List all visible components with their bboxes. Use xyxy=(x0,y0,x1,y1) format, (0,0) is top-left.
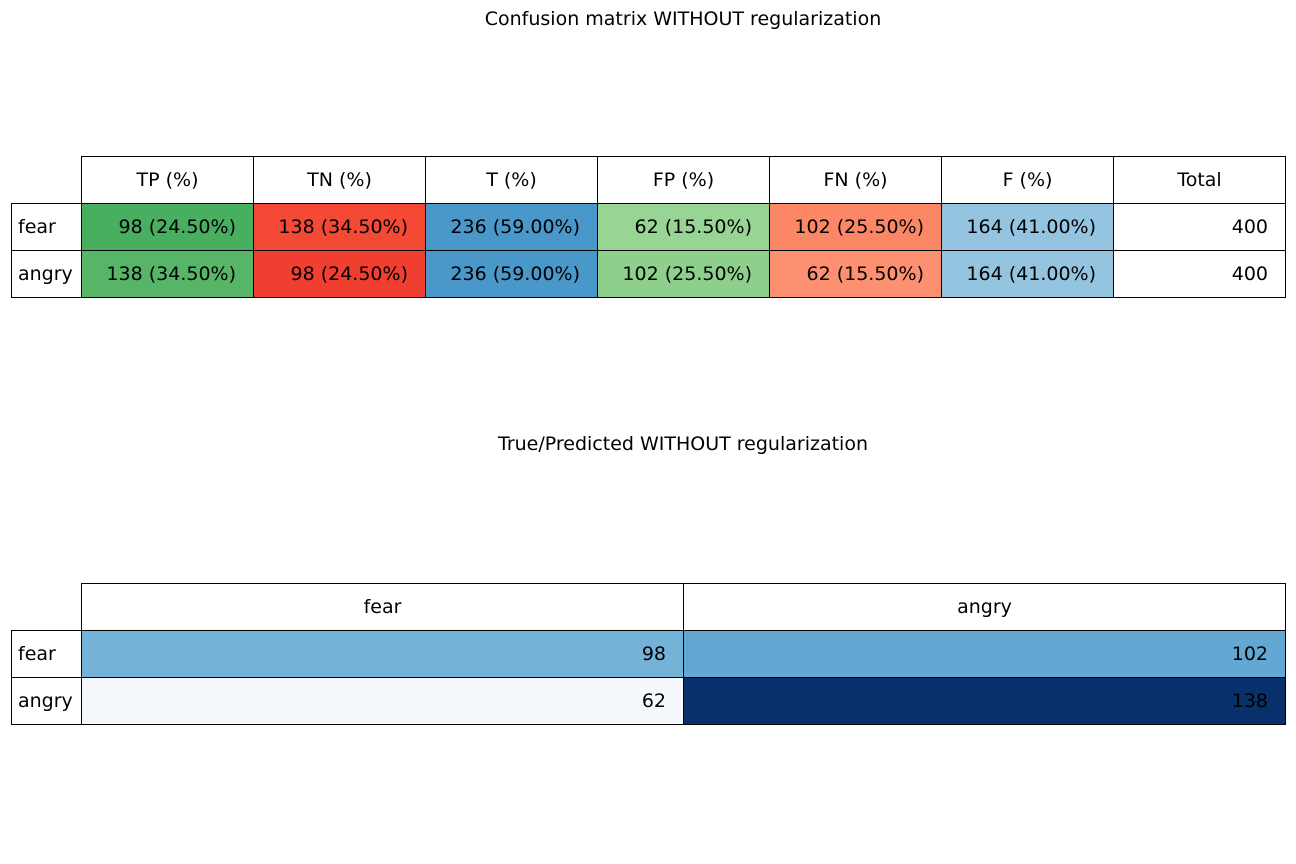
cm-cell-fear-total: 400 xyxy=(1113,203,1286,251)
tp-row-fear: fear 98 102 xyxy=(11,630,1286,678)
cm-cell-fear-fn: 102 (25.50%) xyxy=(769,203,942,251)
cm-col-header-t: T (%) xyxy=(425,156,598,204)
true-predicted-table: fear angry fear 98 102 angry 62 138 xyxy=(11,583,1286,725)
cm-cell-angry-tn: 98 (24.50%) xyxy=(253,250,426,298)
cm-cell-angry-fp: 102 (25.50%) xyxy=(597,250,770,298)
cm-row-fear: fear 98 (24.50%) 138 (34.50%) 236 (59.00%) 6… xyxy=(11,203,1286,251)
tp-col-header-fear: fear xyxy=(81,583,684,631)
tp-cell-angry-fear: 62 xyxy=(81,677,684,725)
cm-row-label-angry: angry xyxy=(11,250,82,298)
cm-col-header-fn: FN (%) xyxy=(769,156,942,204)
cm-header-row: TP (%) TN (%) T (%) FP (%) FN (%) F (%) Total xyxy=(12,156,1286,204)
cm-col-header-total: Total xyxy=(1113,156,1286,204)
cm-cell-angry-total: 400 xyxy=(1113,250,1286,298)
tp-col-header-angry: angry xyxy=(683,583,1286,631)
tp-cell-angry-angry: 138 xyxy=(683,677,1286,725)
confusion-matrix-table: TP (%) TN (%) T (%) FP (%) FN (%) F (%) Total f… xyxy=(11,156,1286,298)
tp-cell-fear-angry: 102 xyxy=(683,630,1286,678)
cm-cell-angry-t: 236 (59.00%) xyxy=(425,250,598,298)
tp-row-angry: angry 62 138 xyxy=(11,677,1286,725)
tp-row-label-angry: angry xyxy=(11,677,82,725)
cm-cell-angry-tp: 138 (34.50%) xyxy=(81,250,254,298)
cm-cell-fear-tn: 138 (34.50%) xyxy=(253,203,426,251)
tp-header-row: fear angry xyxy=(12,583,1286,631)
cm-cell-fear-tp: 98 (24.50%) xyxy=(81,203,254,251)
cm-col-header-tp: TP (%) xyxy=(81,156,254,204)
cm-cell-fear-t: 236 (59.00%) xyxy=(425,203,598,251)
tp-cell-fear-fear: 98 xyxy=(81,630,684,678)
tp-row-label-fear: fear xyxy=(11,630,82,678)
cm-corner xyxy=(12,157,82,204)
cm-cell-fear-f: 164 (41.00%) xyxy=(941,203,1114,251)
cm-row-label-fear: fear xyxy=(11,203,82,251)
confusion-matrix-title: Confusion matrix WITHOUT regularization xyxy=(484,8,882,30)
cm-row-angry: angry 138 (34.50%) 98 (24.50%) 236 (59.00%)… xyxy=(11,250,1286,298)
cm-col-header-tn: TN (%) xyxy=(253,156,426,204)
cm-cell-fear-fp: 62 (15.50%) xyxy=(597,203,770,251)
cm-col-header-fp: FP (%) xyxy=(597,156,770,204)
tp-corner xyxy=(12,584,82,631)
cm-cell-angry-fn: 62 (15.50%) xyxy=(769,250,942,298)
cm-col-header-f: F (%) xyxy=(941,156,1114,204)
cm-cell-angry-f: 164 (41.00%) xyxy=(941,250,1114,298)
true-predicted-title: True/Predicted WITHOUT regularization xyxy=(498,433,868,455)
